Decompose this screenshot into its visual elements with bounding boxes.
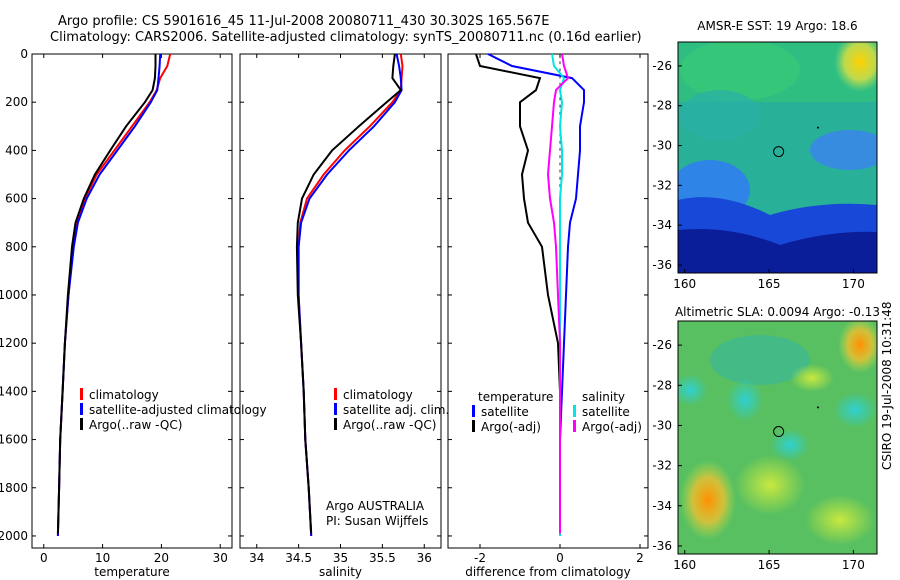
sla-field [678,321,877,554]
x-tick-label: 35 [333,551,348,565]
legend-label: Argo(..raw -QC) [89,418,182,432]
legend-swatch [334,418,337,430]
y-tick-label: -36 [652,539,672,553]
x-tick-label: 34.5 [285,551,312,565]
y-tick-label: -26 [652,59,672,73]
legend-label: Argo(-adj) [481,420,541,434]
figure-title-line2: Climatology: CARS2006. Satellite-adjuste… [50,30,642,45]
x-tick-label: 170 [842,558,865,572]
x-tick-label: 20 [154,551,169,565]
x-tick-label: 0 [40,551,48,565]
y-tick-label: 0 [20,47,28,61]
x-tick-label: 170 [842,277,865,291]
legend-swatch [472,405,475,417]
y-tick-label: 800 [5,240,28,254]
legend-heading: salinity [582,390,625,404]
x-tick-label: 0 [556,551,564,565]
x-axis-label: temperature [94,565,169,579]
y-tick-label: -28 [652,378,672,392]
legend-swatch [573,420,576,432]
map-title: Altimetric SLA: 0.0094 Argo: -0.13 [675,305,880,319]
plot-frame [239,53,442,549]
float-position-marker [773,426,785,438]
y-tick-label: 1400 [0,384,28,398]
y-tick-label: -26 [652,338,672,352]
y-tick-label: -32 [652,178,672,192]
y-tick-label: 2000 [0,529,28,543]
profile-panel-3: -2 0 2 difference from climatology temperatu… [447,53,649,579]
x-tick-label: 34 [249,551,264,565]
sst-field [678,42,877,273]
x-tick-label: 160 [673,277,696,291]
profile-panel-1: 0 10 20 30 temperature 0 200 400 600 800 1000 1200 1… [0,47,267,579]
x-tick-label: 36 [417,551,432,565]
y-tick-label: 600 [5,192,28,206]
legend-heading: temperature [478,390,553,404]
y-tick-label: -32 [652,459,672,473]
legend-label: satellite adj. clim. [343,403,449,417]
side-label: CSIRO 19-Jul-2008 10:31:48 [880,302,894,470]
map-title: AMSR-E SST: 19 Argo: 18.6 [697,19,857,33]
y-tick-label: 1800 [0,481,28,495]
panel-annotation: PI: Susan Wijffels [326,514,428,528]
x-axis-label: salinity [319,565,362,579]
y-tick-label: -34 [652,499,672,513]
x-tick-label: 30 [213,551,228,565]
x-tick-label: 165 [758,558,781,572]
legend-label: climatology [89,388,159,402]
legend-label: Argo(-adj) [582,420,642,434]
legend-swatch [334,388,337,400]
legend-swatch [472,420,475,432]
x-tick-label: 2 [636,551,644,565]
series-line-magenta [546,53,570,534]
panel-annotation: Argo AUSTRALIA [326,499,425,513]
legend-label: satellite-adjusted climatology [89,403,267,417]
x-tick-label: 10 [95,551,110,565]
y-tick-label: 1200 [0,336,28,350]
y-tick-label: -36 [652,258,672,272]
series-line-black [475,53,561,534]
x-tick-label: 35.5 [369,551,396,565]
map-axes-2: Altimetric SLA: 0.0094 Argo: -0.13 160 165… [652,305,880,572]
y-tick-label: -34 [652,218,672,232]
sst-map [677,41,878,274]
map-axes-1: AMSR-E SST: 19 Argo: 18.6 160 165 170 -26 -28… [652,19,864,291]
y-tick-label: -30 [652,418,672,432]
legend-label: satellite [481,405,529,419]
y-tick-label: 1000 [0,288,28,302]
plot-frame [447,53,649,549]
legend-swatch [80,388,83,400]
legend-label: climatology [343,388,413,402]
legend-swatch [573,405,576,417]
figure-title-line1: Argo profile: CS 5901616_45 11-Jul-2008 … [58,14,550,29]
legend-label: satellite [582,405,630,419]
sla-map [677,320,878,555]
y-tick-label: -28 [652,99,672,113]
legend-swatch [80,403,83,415]
y-tick-label: 400 [5,143,28,157]
island-dot [816,406,819,409]
series-line-blue [56,53,162,537]
series-line-black [56,54,157,534]
y-tick-label: 200 [5,95,28,109]
legend-swatch [80,418,83,430]
x-tick-label: 165 [758,277,781,291]
series-line-black [295,53,403,534]
y-tick-label: 1600 [0,433,28,447]
profile-panel-2: 34 34.5 35 35.5 36 salinity climatologysatelli… [239,53,449,579]
y-tick-label: -30 [652,139,672,153]
series-line-red [297,53,404,537]
x-axis-label: difference from climatology [465,565,631,579]
island-dot [816,126,819,129]
x-tick-label: -2 [474,551,486,565]
legend-swatch [334,403,337,415]
series-line-blue [297,53,403,537]
plot-frame [31,53,233,549]
series-line-red [56,53,172,537]
x-tick-label: 160 [673,558,696,572]
series-line-blue [487,53,585,536]
float-position-marker [773,146,785,158]
legend-label: Argo(..raw -QC) [343,418,436,432]
